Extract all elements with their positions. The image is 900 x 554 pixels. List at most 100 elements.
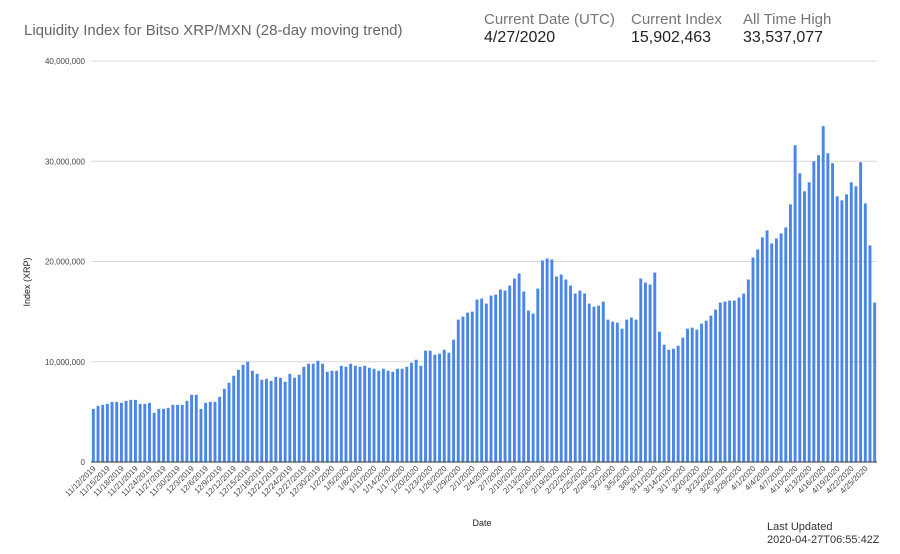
bar xyxy=(279,377,282,462)
bar xyxy=(658,331,661,462)
bar xyxy=(311,363,315,462)
bar xyxy=(405,366,409,462)
bar xyxy=(573,293,577,462)
bar xyxy=(419,365,423,462)
bar xyxy=(236,369,240,462)
last-updated: Last Updated 2020-04-27T06:55:42Z xyxy=(767,521,880,547)
bar xyxy=(129,399,133,462)
bar xyxy=(536,288,540,462)
bar xyxy=(171,404,175,462)
bar xyxy=(555,276,558,462)
bar xyxy=(653,272,657,462)
bar xyxy=(208,401,212,462)
bar xyxy=(470,311,474,463)
bar xyxy=(700,323,703,462)
bar xyxy=(774,238,778,462)
bar xyxy=(639,278,643,462)
bar xyxy=(826,153,830,463)
y-axis-title: Index (XRP) xyxy=(22,257,32,306)
bar xyxy=(498,289,502,462)
bar xyxy=(854,186,858,462)
bar xyxy=(461,316,465,462)
bar xyxy=(695,329,699,462)
bar xyxy=(728,300,732,462)
bar xyxy=(723,301,727,462)
bar xyxy=(859,162,863,462)
bar xyxy=(620,328,624,462)
bar xyxy=(849,182,853,463)
bar xyxy=(335,370,339,462)
bar xyxy=(615,322,619,462)
bar xyxy=(363,365,367,462)
bar xyxy=(597,305,601,462)
bar xyxy=(681,337,685,462)
bar xyxy=(218,396,222,462)
bar xyxy=(232,375,236,462)
bar xyxy=(672,348,675,462)
bar xyxy=(709,315,713,462)
last-updated-value: 2020-04-27T06:55:42Z xyxy=(767,534,880,546)
bar xyxy=(798,173,802,462)
bar xyxy=(475,299,479,462)
bar xyxy=(241,364,245,462)
bar xyxy=(545,258,549,462)
bar xyxy=(349,363,353,462)
bar xyxy=(868,245,872,462)
bar xyxy=(134,399,137,462)
bar xyxy=(222,388,226,462)
bar xyxy=(396,368,399,462)
y-tick-label: 0 xyxy=(81,458,86,467)
bar xyxy=(204,402,208,462)
bar xyxy=(307,363,310,462)
bar xyxy=(91,408,95,462)
bar xyxy=(686,328,689,462)
bar xyxy=(765,230,769,462)
bar xyxy=(386,370,390,462)
bar xyxy=(325,371,329,462)
bar xyxy=(157,408,161,462)
bar xyxy=(831,163,834,462)
bar xyxy=(400,368,404,462)
bar xyxy=(148,402,151,462)
bar xyxy=(190,394,194,462)
bar xyxy=(578,290,582,462)
bar xyxy=(873,302,877,462)
bar xyxy=(821,126,825,462)
bar xyxy=(732,300,736,462)
bar xyxy=(770,243,774,462)
bar xyxy=(541,260,544,462)
bar xyxy=(480,298,484,462)
last-updated-label: Last Updated xyxy=(767,521,833,533)
bar xyxy=(452,339,456,462)
stat-value: 15,902,463 xyxy=(631,29,712,46)
bar xyxy=(105,403,109,462)
bar xyxy=(466,312,470,462)
bar xyxy=(737,297,741,462)
bar xyxy=(185,400,189,462)
bar xyxy=(793,145,797,462)
bar xyxy=(583,293,587,462)
bar xyxy=(180,404,184,462)
bar xyxy=(353,365,357,462)
bar xyxy=(704,320,708,462)
bar xyxy=(662,344,666,462)
bar xyxy=(629,317,633,462)
bar xyxy=(115,401,119,462)
bar xyxy=(110,401,114,462)
stat-value: 4/27/2020 xyxy=(484,29,556,46)
bar xyxy=(812,161,816,462)
bar xyxy=(283,381,287,462)
bar xyxy=(377,370,381,462)
bar xyxy=(587,303,591,462)
bar xyxy=(606,319,610,462)
bar xyxy=(550,259,554,462)
bar xyxy=(213,401,217,462)
bar xyxy=(438,353,441,462)
bar xyxy=(718,302,722,462)
bar xyxy=(367,367,371,462)
bar xyxy=(789,204,792,463)
bar xyxy=(199,408,203,462)
stat-current-index: Current Index 15,902,463 xyxy=(631,11,722,47)
y-axis-ticks: 0 10,000,000 20,000,000 30,000,000 40,000,00… xyxy=(45,57,86,467)
